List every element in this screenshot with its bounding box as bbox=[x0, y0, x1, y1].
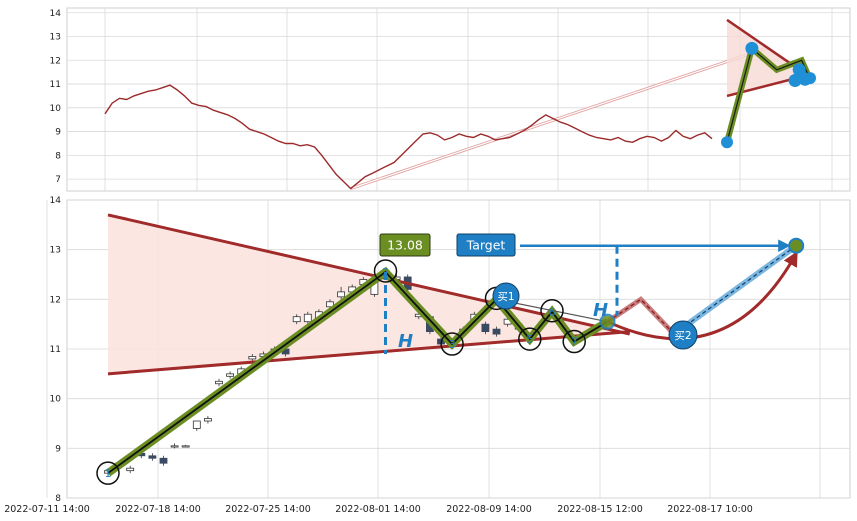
x-tick-label: 2022-07-25 14:00 bbox=[225, 504, 311, 515]
pivot-label: 7 bbox=[571, 336, 578, 349]
top-pattern-overlay bbox=[350, 18, 816, 191]
top-point-marker bbox=[721, 136, 733, 149]
bottom-y-tick-label: 13 bbox=[50, 246, 61, 256]
breakout-marker bbox=[599, 313, 616, 330]
projection-inner bbox=[607, 298, 675, 335]
candle-down bbox=[492, 328, 501, 335]
price-label-box: 13.08 bbox=[379, 233, 431, 257]
top-y-tick-label: 12 bbox=[50, 56, 61, 66]
pivot-label: 5 bbox=[526, 333, 533, 346]
bottom-y-tick-label: 11 bbox=[50, 345, 61, 355]
x-tick-label: 2022-08-15 12:00 bbox=[557, 504, 643, 515]
buy2-badge: 买2 bbox=[668, 320, 698, 350]
candle-up bbox=[181, 445, 190, 448]
x-tick-label: 2022-08-09 14:00 bbox=[446, 504, 532, 515]
top-y-tick-label: 11 bbox=[50, 80, 61, 90]
bottom-y-tick-label: 14 bbox=[50, 196, 62, 206]
top-point-marker bbox=[788, 73, 802, 87]
top-y-tick-label: 9 bbox=[55, 128, 61, 138]
pivot-label: 2 bbox=[382, 266, 389, 279]
buy1-label: 买1 bbox=[497, 291, 514, 303]
pivot-label: 3 bbox=[449, 338, 456, 351]
candle-down bbox=[159, 457, 168, 464]
height-label-right: H bbox=[593, 300, 608, 321]
height-label-left: H bbox=[398, 331, 413, 352]
pivot-circle bbox=[562, 329, 586, 354]
top-triangle-fill bbox=[727, 19, 810, 96]
x-tick-label: 2022-07-11 14:00 bbox=[4, 504, 90, 515]
candle-up bbox=[326, 301, 334, 308]
pivot-circle bbox=[540, 299, 564, 323]
target-channel-outer bbox=[672, 243, 798, 337]
candle-up bbox=[337, 291, 346, 298]
pattern-overlay: 1234567 bbox=[96, 213, 805, 485]
target-label-box: Target bbox=[456, 233, 516, 257]
pivot-label: 1 bbox=[105, 467, 112, 480]
x-axis-ticks: 2022-07-11 14:00 2022-07-18 14:00 2022-07-… bbox=[4, 504, 753, 515]
candle-down bbox=[148, 455, 157, 459]
top-panel: 7 8 9 10 11 12 13 14 bbox=[50, 7, 851, 192]
zigzag-inner bbox=[107, 270, 608, 474]
top-grid bbox=[67, 8, 850, 191]
x-tick-label: 2022-08-17 10:00 bbox=[667, 504, 753, 515]
pivot-circle bbox=[373, 259, 398, 283]
x-tick-label: 2022-08-01 14:00 bbox=[335, 504, 421, 515]
upper-boundary-line bbox=[107, 213, 631, 336]
pivot-label: 6 bbox=[549, 306, 556, 319]
candle-up bbox=[192, 420, 201, 429]
candle-up bbox=[292, 316, 301, 323]
target-label-text: Target bbox=[466, 238, 506, 253]
buy2-label: 买2 bbox=[674, 330, 691, 342]
top-y-tick-label: 14 bbox=[50, 9, 62, 19]
candle-up bbox=[170, 445, 179, 448]
top-price-line bbox=[104, 84, 713, 190]
pivot-circle bbox=[96, 461, 120, 485]
curved-arrow bbox=[606, 251, 798, 341]
candle-up bbox=[303, 313, 312, 323]
bottom-y-tick-label: 9 bbox=[55, 444, 61, 454]
top-point-marker bbox=[745, 41, 759, 55]
bottom-y-axis-ticks: 8 9 10 11 12 13 14 bbox=[50, 196, 62, 504]
top-panel-frame bbox=[66, 7, 851, 192]
candle-up bbox=[203, 418, 212, 422]
top-channel-line-inner bbox=[350, 47, 767, 190]
top-y-tick-label: 13 bbox=[50, 33, 61, 43]
candle-up bbox=[215, 380, 223, 385]
top-y-axis-ticks: 7 8 9 10 11 12 13 14 bbox=[50, 9, 62, 185]
top-y-tick-label: 8 bbox=[55, 151, 61, 161]
candle-up bbox=[248, 356, 257, 360]
bottom-y-tick-label: 8 bbox=[55, 494, 61, 504]
candle-up bbox=[126, 467, 135, 472]
candle-down bbox=[481, 323, 490, 333]
lower-boundary-line bbox=[107, 330, 630, 376]
pivot-circle bbox=[440, 332, 464, 356]
buy1-badge: 买1 bbox=[492, 282, 520, 310]
price-label-text: 13.08 bbox=[387, 238, 423, 253]
x-tick-label: 2022-07-18 14:00 bbox=[115, 504, 201, 515]
target-marker bbox=[788, 237, 805, 254]
top-point-marker bbox=[804, 72, 816, 85]
candle-up bbox=[226, 373, 235, 377]
top-point-marker bbox=[792, 63, 806, 77]
pivot-circle bbox=[518, 327, 542, 351]
top-y-tick-label: 7 bbox=[55, 175, 61, 185]
bottom-y-tick-label: 10 bbox=[50, 395, 62, 405]
bottom-y-tick-label: 12 bbox=[50, 295, 61, 305]
top-y-tick-label: 10 bbox=[50, 104, 62, 114]
